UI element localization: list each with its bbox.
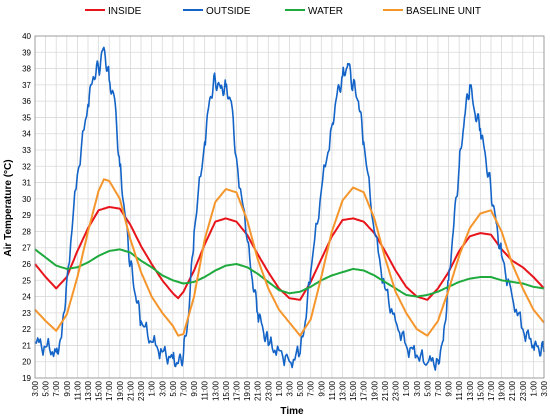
y-tick-label: 26 xyxy=(22,260,31,269)
x-tick-label: 1:00 xyxy=(275,380,284,396)
plot-area-border xyxy=(34,35,545,379)
x-tick-label: 17:00 xyxy=(105,380,114,401)
legend: INSIDE OUTSIDE WATER BASELINE UNIT xyxy=(85,6,481,17)
x-tick-label: 23:00 xyxy=(392,380,401,401)
x-tick-label: 3:00 xyxy=(286,380,295,396)
y-tick-label: 29 xyxy=(22,211,31,220)
y-tick-labels: 19 20 21 22 23 24 25 26 27 28 29 30 31 32 33 34 35 36 37 38… xyxy=(22,32,31,383)
x-tick-label: 15:00 xyxy=(95,380,104,401)
x-tick-label: 5:00 xyxy=(42,380,51,396)
x-tick-label: 7:00 xyxy=(434,380,443,396)
x-tick-label: 1:00 xyxy=(529,380,538,396)
x-tick-label: 9:00 xyxy=(63,380,72,396)
legend-label-outside: OUTSIDE xyxy=(206,6,251,17)
y-tick-label: 25 xyxy=(22,276,31,285)
x-tick-label: 1:00 xyxy=(402,380,411,396)
x-tick-label: 13:00 xyxy=(466,380,475,401)
x-tick-label: 23:00 xyxy=(519,380,528,401)
y-tick-label: 20 xyxy=(22,358,31,367)
x-tick-label: 23:00 xyxy=(264,380,273,401)
y-tick-label: 39 xyxy=(22,48,31,57)
legend-label-water: WATER xyxy=(308,6,343,17)
x-tick-label: 13:00 xyxy=(211,380,220,401)
x-tick-label: 3:00 xyxy=(540,380,549,396)
x-tick-label: 21:00 xyxy=(381,380,390,401)
x-tick-label: 15:00 xyxy=(349,380,358,401)
x-tick-label: 21:00 xyxy=(126,380,135,401)
x-tick-label: 3:00 xyxy=(413,380,422,396)
x-tick-label: 11:00 xyxy=(455,380,464,400)
series-lines xyxy=(34,46,545,371)
x-tick-label: 19:00 xyxy=(498,380,507,401)
x-tick-label: 13:00 xyxy=(84,380,93,401)
y-tick-label: 35 xyxy=(22,113,31,122)
x-tick-label: 7:00 xyxy=(52,380,61,396)
y-tick-label: 22 xyxy=(22,325,31,334)
x-tick-label: 15:00 xyxy=(222,380,231,401)
x-tick-label: 5:00 xyxy=(423,380,432,396)
x-tick-labels: 3:00 5:00 7:00 9:00 11:00 13:00 15:00 17:00 19:0… xyxy=(31,380,549,401)
y-tick-label: 27 xyxy=(22,244,31,253)
x-tick-label: 7:00 xyxy=(179,380,188,396)
x-tick-label: 21:00 xyxy=(254,380,263,401)
series-line-water xyxy=(34,248,545,298)
x-tick-label: 11:00 xyxy=(201,380,210,400)
y-tick-label: 37 xyxy=(22,81,31,90)
legend-label-baseline-unit: BASELINE UNIT xyxy=(406,6,481,17)
x-tick-label: 11:00 xyxy=(73,380,82,400)
x-tick-label: 17:00 xyxy=(360,380,369,401)
series-line-outside xyxy=(34,46,545,371)
x-tick-label: 11:00 xyxy=(328,380,337,400)
x-tick-label: 5:00 xyxy=(296,380,305,396)
x-tick-label: 19:00 xyxy=(370,380,379,401)
x-tick-label: 1:00 xyxy=(148,380,157,396)
x-tick-label: 19:00 xyxy=(243,380,252,401)
x-tick-label: 9:00 xyxy=(190,380,199,396)
x-tick-label: 9:00 xyxy=(317,380,326,396)
x-tick-label: 23:00 xyxy=(137,380,146,401)
series-line-baseline-unit xyxy=(34,178,545,337)
y-tick-label: 34 xyxy=(22,130,31,139)
series-line-inside xyxy=(34,206,545,301)
x-tick-label: 3:00 xyxy=(31,380,40,396)
x-tick-label: 3:00 xyxy=(158,380,167,396)
y-tick-label: 30 xyxy=(22,195,31,204)
y-tick-label: 23 xyxy=(22,309,31,318)
x-axis-title: Time xyxy=(280,406,304,417)
x-tick-label: 5:00 xyxy=(169,380,178,396)
x-tick-label: 19:00 xyxy=(116,380,125,401)
y-tick-label: 40 xyxy=(22,32,31,41)
y-tick-label: 21 xyxy=(22,341,31,350)
y-tick-label: 19 xyxy=(22,374,31,383)
x-tick-label: 17:00 xyxy=(232,380,241,401)
x-tick-label: 9:00 xyxy=(445,380,454,396)
y-tick-label: 28 xyxy=(22,227,31,236)
x-tick-label: 13:00 xyxy=(339,380,348,401)
y-tick-label: 33 xyxy=(22,146,31,155)
x-tick-label: 7:00 xyxy=(307,380,316,396)
x-tick-label: 17:00 xyxy=(487,380,496,401)
y-tick-label: 31 xyxy=(22,179,31,188)
legend-label-inside: INSIDE xyxy=(108,6,142,17)
y-tick-label: 24 xyxy=(22,293,31,302)
y-axis-title: Air Temperature (°C) xyxy=(3,159,14,256)
y-tick-label: 36 xyxy=(22,97,31,106)
y-tick-label: 32 xyxy=(22,162,31,171)
y-tick-label: 38 xyxy=(22,65,31,74)
x-tick-label: 21:00 xyxy=(508,380,517,401)
x-tick-label: 15:00 xyxy=(476,380,485,401)
